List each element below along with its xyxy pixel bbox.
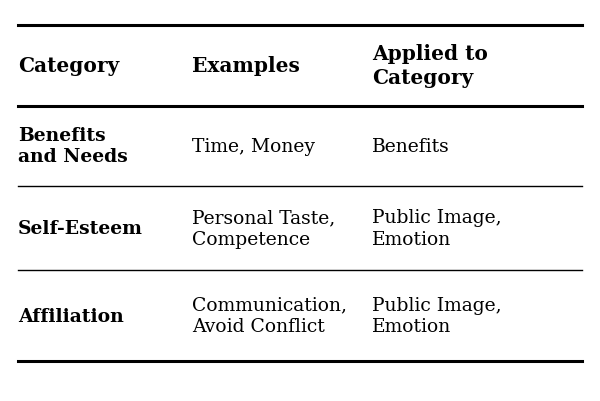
Text: Category: Category	[18, 56, 119, 76]
Text: Benefits
and Needs: Benefits and Needs	[18, 127, 128, 166]
Text: Public Image,
Emotion: Public Image, Emotion	[372, 296, 502, 336]
Text: Affiliation: Affiliation	[18, 307, 124, 325]
Text: Self-Esteem: Self-Esteem	[18, 220, 143, 237]
Text: Communication,
Avoid Conflict: Communication, Avoid Conflict	[192, 296, 347, 336]
Text: Applied to
Category: Applied to Category	[372, 44, 488, 88]
Text: Time, Money: Time, Money	[192, 138, 315, 155]
Text: Examples: Examples	[192, 56, 300, 76]
Text: Personal Taste,
Competence: Personal Taste, Competence	[192, 209, 335, 248]
Text: Benefits: Benefits	[372, 138, 450, 155]
Text: Public Image,
Emotion: Public Image, Emotion	[372, 209, 502, 248]
